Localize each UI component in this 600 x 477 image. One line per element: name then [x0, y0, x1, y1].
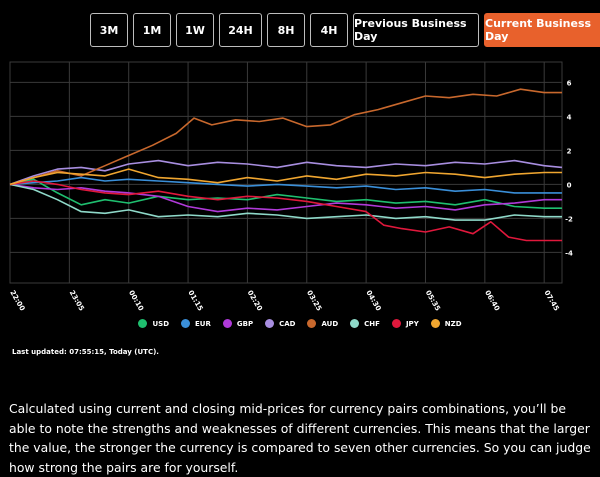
legend-swatch — [265, 319, 275, 328]
description-text: Calculated using current and closing mid… — [9, 401, 591, 475]
x-tick-label: 07:45 — [542, 289, 560, 312]
tab-4h[interactable]: 4H — [310, 13, 348, 47]
legend-swatch — [391, 319, 401, 328]
legend-item-aud[interactable]: AUD — [307, 319, 338, 328]
legend-swatch — [138, 319, 148, 328]
tab-1m[interactable]: 1M — [133, 13, 171, 47]
legend-label: CHF — [364, 319, 380, 328]
legend-label: USD — [152, 319, 170, 328]
x-tick-label: 06:40 — [483, 289, 501, 312]
legend-item-gbp[interactable]: GBP — [222, 319, 254, 328]
timeframe-tabs: 3M 1M 1W 24H 8H 4H Previous Business Day… — [90, 13, 600, 47]
y-axis: 6 4 2 0 -2 -4 — [565, 79, 573, 257]
legend-item-jpy[interactable]: JPY — [391, 319, 419, 328]
y-tick-label: -2 — [565, 215, 573, 223]
series-line-eur — [9, 176, 562, 194]
legend-item-nzd[interactable]: NZD — [430, 319, 462, 328]
x-tick-label: 04:30 — [364, 289, 382, 312]
series-line-nzd — [9, 168, 562, 186]
series-line-cad — [9, 159, 563, 186]
legend-label: AUD — [321, 319, 339, 328]
tab-24h[interactable]: 24H — [219, 13, 262, 47]
legend-swatch — [350, 319, 360, 328]
y-tick-label: 2 — [567, 147, 572, 155]
chart-series — [9, 88, 563, 242]
legend-item-cad[interactable]: CAD — [265, 319, 295, 328]
tab-8h[interactable]: 8H — [267, 13, 305, 47]
x-tick-label: 05:35 — [424, 289, 442, 312]
tab-1w[interactable]: 1W — [176, 13, 214, 47]
legend-swatch — [307, 319, 317, 328]
tab-current-business-day[interactable]: Current Business Day — [484, 13, 600, 47]
x-tick-label: 01:15 — [186, 289, 204, 312]
x-tick-label: 22:00 — [8, 289, 26, 312]
legend-label: EUR — [195, 319, 211, 328]
legend-label: GBP — [236, 319, 254, 328]
y-tick-label: 6 — [567, 79, 572, 87]
legend-swatch — [181, 319, 191, 328]
legend-label: CAD — [279, 319, 296, 328]
series-line-aud — [9, 88, 562, 186]
chart-legend: USD EUR GBP CAD AUD CHF JPY NZD — [0, 319, 600, 328]
x-tick-label: 00:10 — [127, 289, 145, 312]
legend-item-chf[interactable]: CHF — [350, 319, 380, 328]
y-tick-label: -4 — [565, 249, 573, 257]
legend-item-usd[interactable]: USD — [138, 319, 169, 328]
tab-3m[interactable]: 3M — [90, 13, 128, 47]
x-tick-label: 23:05 — [68, 289, 86, 312]
y-tick-label: 4 — [567, 113, 572, 121]
tab-previous-business-day[interactable]: Previous Business Day — [353, 13, 479, 47]
series-line-chf — [9, 183, 562, 221]
legend-swatch — [430, 319, 440, 328]
last-updated-text: Last updated: 07:55:15, Today (UTC). — [12, 348, 159, 356]
legend-label: NZD — [444, 319, 462, 328]
y-tick-label: 0 — [567, 181, 572, 189]
series-line-jpy — [9, 180, 562, 242]
legend-swatch — [222, 319, 232, 328]
currency-strength-chart: 22:00 23:05 00:10 01:15 02:20 03:25 04:30 05:35… — [8, 61, 573, 312]
chart-grid — [9, 61, 563, 284]
x-axis: 22:00 23:05 00:10 01:15 02:20 03:25 04:30 05:35… — [8, 289, 560, 312]
x-tick-label: 02:20 — [246, 289, 264, 312]
series-line-usd — [9, 178, 562, 209]
series-line-gbp — [9, 183, 562, 213]
x-tick-label: 03:25 — [305, 289, 323, 312]
legend-item-eur[interactable]: EUR — [181, 319, 211, 328]
legend-label: JPY — [405, 319, 419, 328]
